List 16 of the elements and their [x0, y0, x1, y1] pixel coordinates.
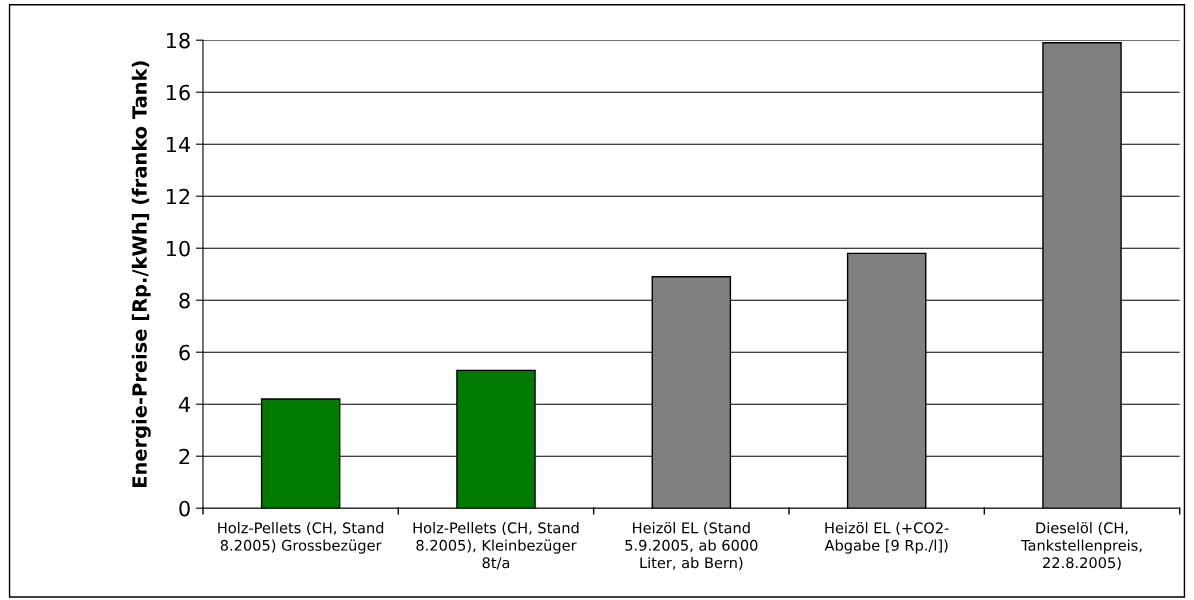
y-tick-label: 10	[166, 240, 190, 257]
x-tick-label: Holz-Pellets (CH, Stand 8.2005) Grossbezüger	[218, 522, 384, 554]
x-tick-label: Holz-Pellets (CH, Stand 8.2005), Kleinbezüger 8t/a	[413, 522, 579, 570]
x-tick-label: Heizöl EL (+CO2- Abgabe [9 Rp./l])	[824, 522, 949, 554]
y-axis-title: Energie-Preise [Rp./kWh] (franko Tank)	[131, 61, 151, 487]
x-tick-label: Dieselöl (CH, Tankstellenpreis, 22.8.2005)	[1021, 522, 1142, 570]
y-tick-label: 12	[166, 188, 190, 205]
y-tick-label: 6	[179, 344, 190, 361]
y-tick-label: 8	[179, 292, 190, 309]
y-tick-label: 0	[179, 500, 190, 517]
y-tick-label: 18	[166, 32, 190, 49]
y-tick-label: 16	[166, 84, 190, 101]
y-tick-label: 2	[179, 448, 190, 465]
x-tick-label: Heizöl EL (Stand 5.9.2005, ab 6000 Liter, ab Bern)	[625, 522, 758, 570]
y-tick-label: 14	[166, 136, 191, 153]
y-tick-label: 4	[178, 396, 191, 413]
